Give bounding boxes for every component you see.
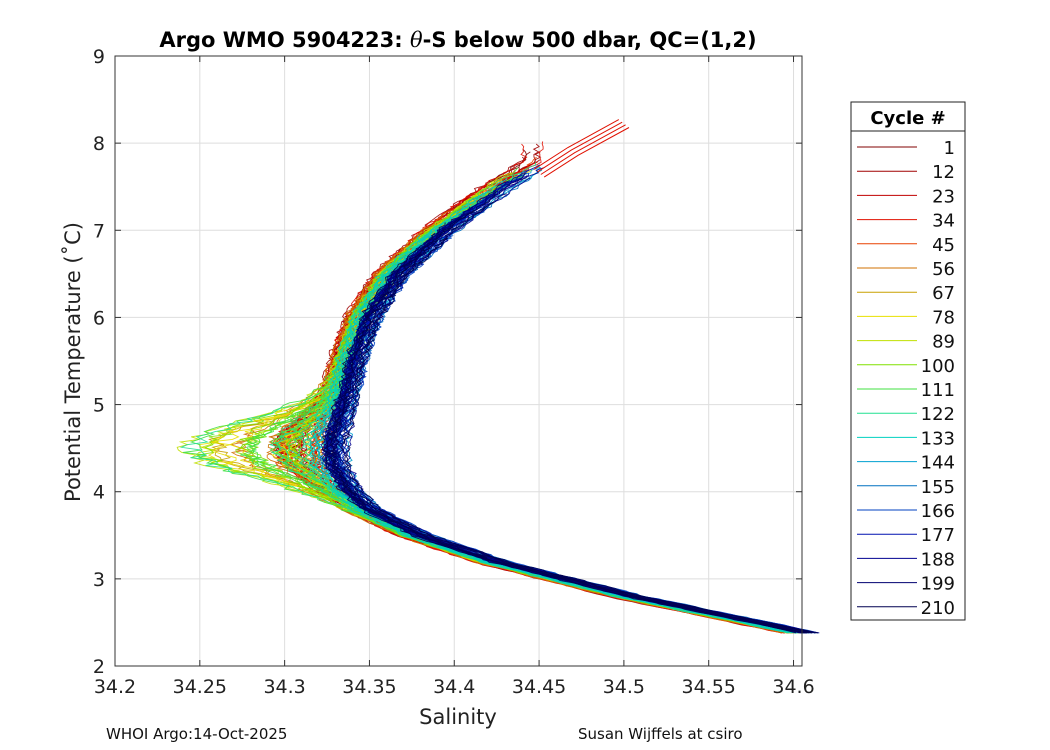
plot-area [115, 56, 802, 666]
legend-label: 122 [921, 404, 955, 425]
legend-label: 133 [921, 428, 955, 449]
legend-title: Cycle # [870, 108, 945, 129]
footer-credit-date: WHOI Argo:14-Oct-2025 [106, 725, 288, 743]
legend-label: 34 [932, 211, 955, 232]
y-tick-label: 3 [93, 569, 105, 591]
y-tick-label: 6 [93, 307, 105, 329]
legend-label: 144 [921, 453, 955, 474]
legend-label: 12 [932, 162, 955, 183]
legend-label: 111 [921, 380, 955, 401]
profile-traces [176, 119, 820, 634]
profile-trace [321, 222, 797, 634]
legend-label: 100 [921, 356, 955, 377]
chart-title: Argo WMO 5904223: θ-S below 500 dbar, QC… [159, 28, 756, 52]
x-tick-label: 34.35 [342, 676, 396, 698]
plot-background [115, 56, 802, 666]
legend-label: 67 [932, 283, 955, 304]
legend: Cycle # 1 12 23 34 45 56 67 78 89 100 111 122 133 144 1… [850, 101, 966, 621]
warm-tail-trace [533, 119, 620, 170]
y-tick-label: 4 [93, 482, 105, 504]
profile-trace [308, 235, 789, 634]
footer-author: Susan Wijffels at csiro [578, 725, 743, 743]
legend-label: 56 [932, 259, 955, 280]
x-tick-label: 34.4 [433, 676, 475, 698]
profile-trace [323, 190, 807, 634]
y-tick-label: 7 [93, 220, 105, 242]
x-tick-label: 34.55 [682, 676, 736, 698]
y-axis-label: Potential Temperature (˚C) [61, 222, 85, 502]
profile-trace [325, 240, 812, 634]
legend-label: 78 [932, 307, 955, 328]
x-tick-label: 34.3 [263, 676, 305, 698]
legend-label: 45 [932, 235, 955, 256]
legend-label: 1 [944, 138, 955, 159]
x-tick-label: 34.45 [512, 676, 566, 698]
profile-trace [343, 237, 817, 634]
y-tick-label: 5 [93, 395, 105, 417]
legend-label: 166 [921, 501, 955, 522]
warm-tail-trace [540, 124, 626, 175]
x-tick-label: 34.2 [94, 676, 136, 698]
x-tick-label: 34.5 [603, 676, 645, 698]
x-tick-label: 34.6 [772, 676, 814, 698]
legend-label: 155 [921, 477, 955, 498]
legend-label: 23 [932, 186, 955, 207]
profile-trace [235, 216, 782, 634]
axes: 34.2 34.25 34.3 34.35 34.4 34.45 34.5 34.55 34.6… [93, 46, 815, 698]
y-tick-label: 9 [93, 46, 105, 68]
legend-label: 89 [932, 332, 955, 353]
x-tick-label: 34.25 [173, 676, 227, 698]
axes-box [114, 55, 803, 667]
legend-label: 199 [921, 574, 955, 595]
warm-tail-trace [543, 127, 630, 178]
legend-label: 177 [921, 525, 955, 546]
y-tick-label: 2 [93, 656, 105, 678]
profile-trace [309, 230, 796, 634]
warm-tail-trace [537, 121, 623, 173]
x-axis-label: Salinity [419, 705, 497, 729]
legend-box [850, 101, 966, 621]
y-tick-label: 8 [93, 133, 105, 155]
legend-label: 188 [921, 549, 955, 570]
legend-label: 210 [921, 598, 955, 619]
